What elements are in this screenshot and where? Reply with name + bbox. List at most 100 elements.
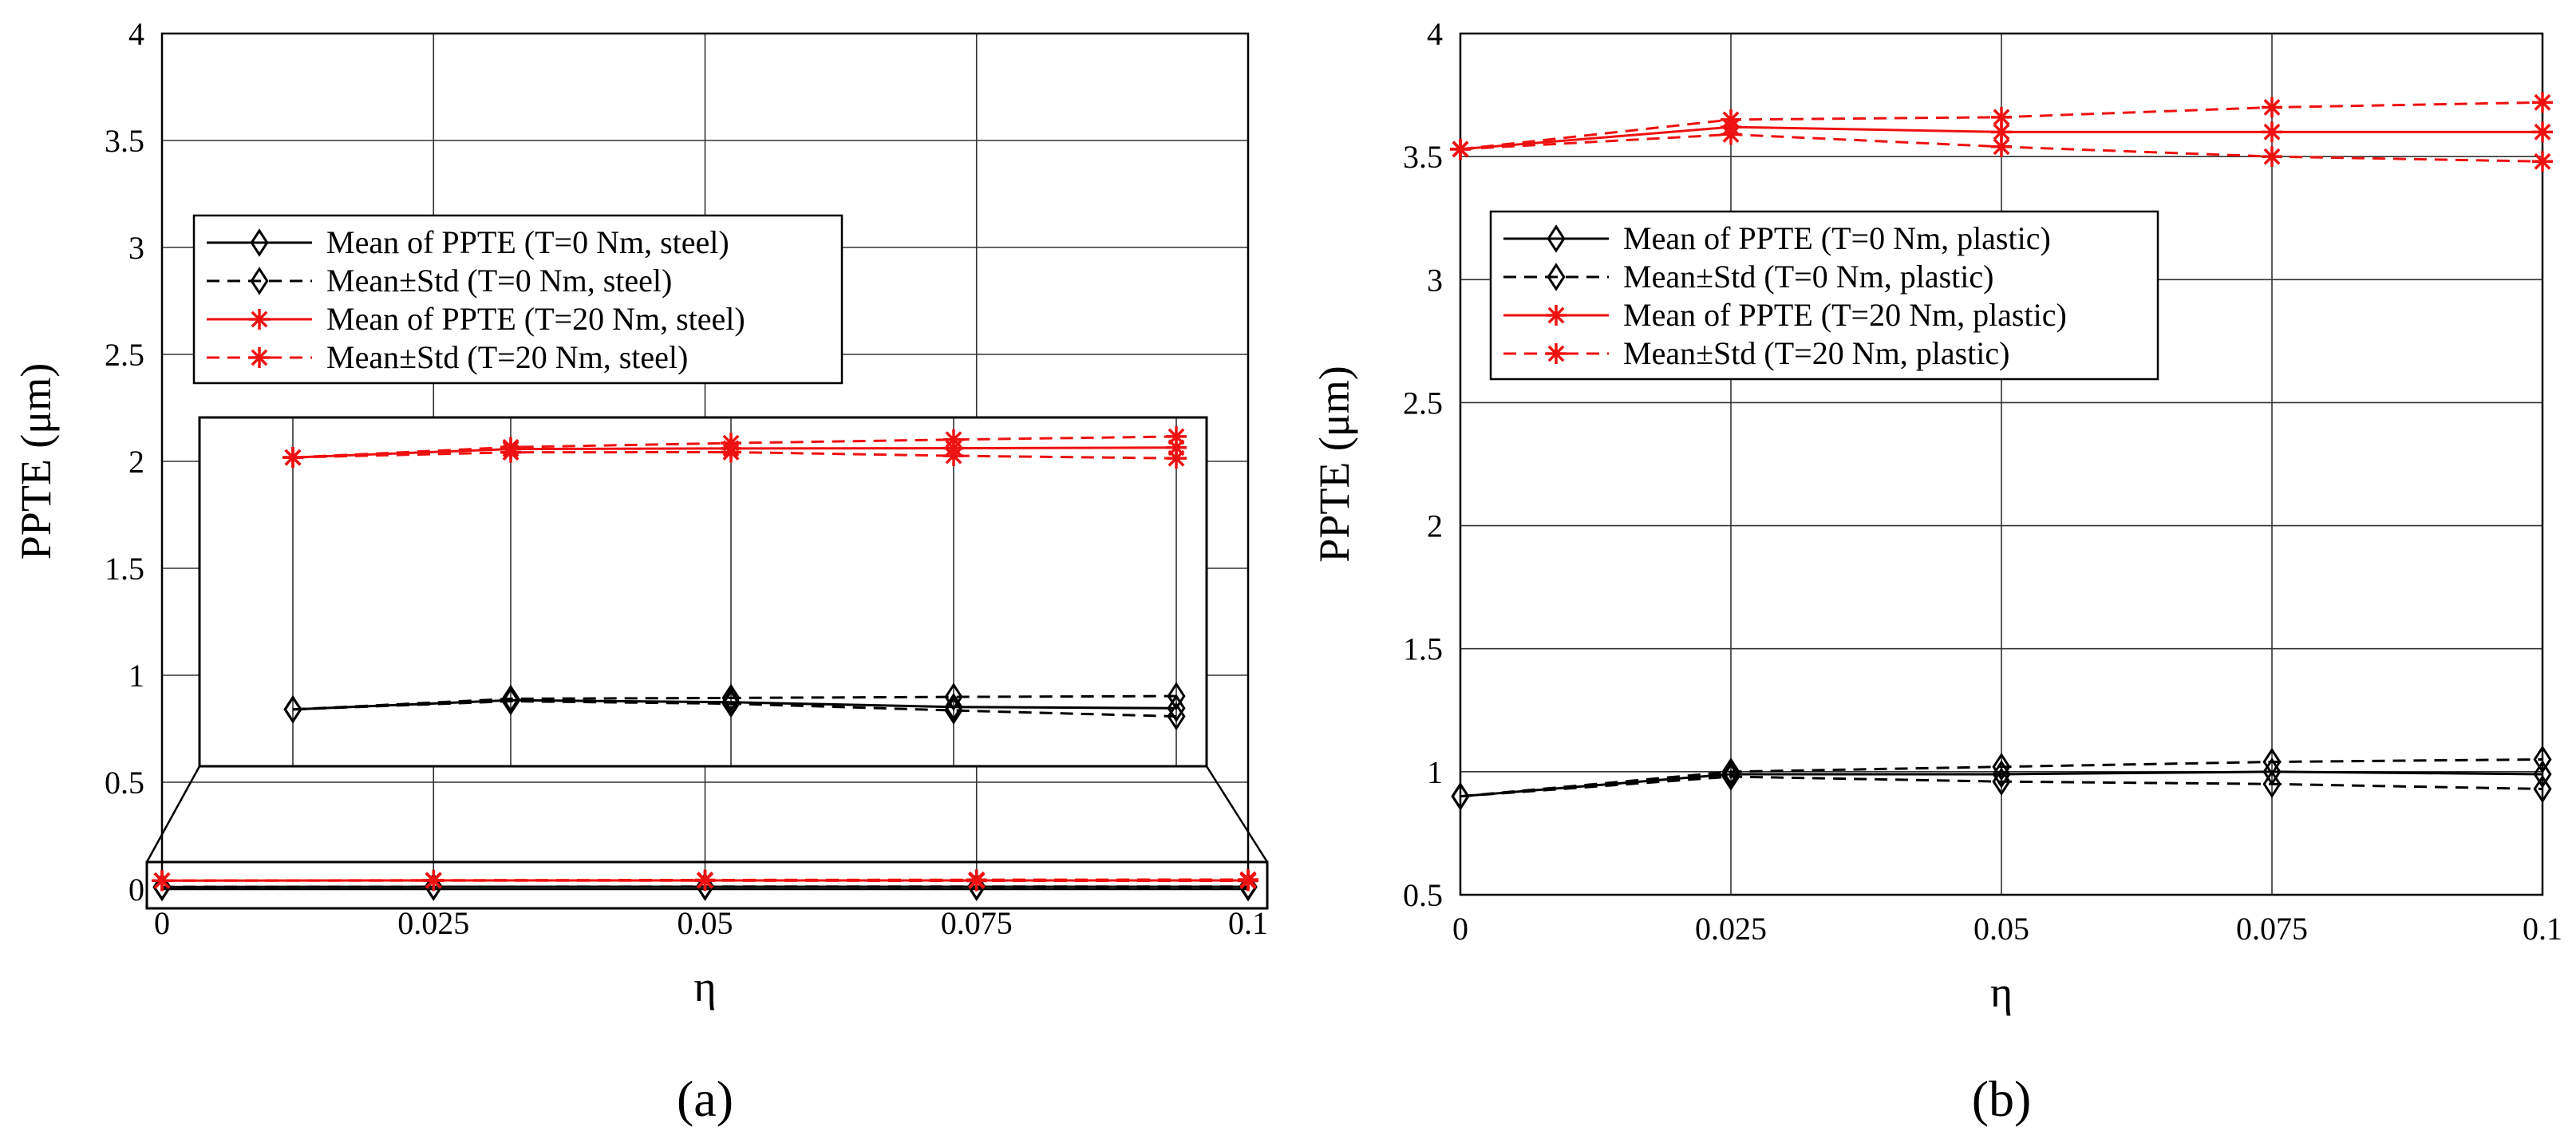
y-tick-label-1: 0.5 (105, 765, 144, 801)
x-tick-label-3: 0.075 (2236, 911, 2308, 947)
inset-red-lower-point-4 (1166, 448, 1187, 469)
panel-a-series-1-lower-point-2 (695, 872, 715, 901)
plot-frame (1459, 32, 2544, 896)
panel-b-series-1-lower-point-1 (1721, 762, 1740, 791)
y-tick-label-0: 0 (128, 872, 144, 908)
y-tick-label-5: 3 (1427, 262, 1443, 298)
legend-label-2: Mean of PPTE (T=20 Nm, plastic) (1623, 297, 2067, 333)
legend-marker-0 (250, 228, 269, 257)
inset-black-mean (283, 686, 1186, 724)
legend-marker-3 (1546, 343, 1567, 364)
y-tick-label-6: 3.5 (1403, 139, 1443, 175)
x-axis-label: η (1990, 968, 2013, 1016)
zoom-connector-right (1205, 765, 1269, 863)
legend-marker-1 (1547, 263, 1566, 291)
y-tick-label-8: 4 (128, 16, 144, 52)
y-tick-label-1: 1 (1427, 754, 1443, 790)
inset-area (200, 417, 1207, 766)
legend-marker-2 (249, 309, 270, 330)
inset-red-mean (282, 437, 1187, 469)
y-axis-label: PPTE (μm) (12, 363, 60, 560)
panel-a-series-3-lower-point-3 (966, 870, 987, 892)
panel-b-series-0-line (1460, 770, 2543, 798)
panel-b-chart: 0 0.025 0.05 0.075 0.1 0.5 1 1.5 2 2.5 3 3.5 4 η PPTE … (1310, 16, 2562, 1127)
panel-b-series-2-point-2 (1991, 121, 2012, 143)
x-axis-label: η (693, 963, 716, 1011)
x-tick-label-1: 0.025 (1695, 911, 1767, 947)
panel-a-series-3 (152, 868, 1258, 892)
x-tick-label-0: 0 (154, 905, 170, 941)
panel-b-series-2-point-4 (2532, 121, 2553, 143)
panel-b-series-1 (1451, 745, 2552, 811)
y-tick-label-7: 4 (1427, 16, 1443, 52)
y-tick-label-5: 2.5 (105, 337, 144, 373)
panel-a-series-3-lower-point-1 (423, 870, 444, 892)
x-tick-label-4: 0.1 (2523, 911, 2562, 947)
y-tick-label-2: 1.5 (1403, 631, 1443, 667)
x-tick-label-3: 0.075 (941, 905, 1013, 941)
panel-b-series-1-point-1 (1721, 757, 1740, 786)
inset-black-mean-point-1 (501, 686, 520, 714)
panel-b-series-1-lower-point-3 (2262, 769, 2282, 799)
panel-a-series-3-lower-point-2 (694, 870, 716, 892)
legend-label-1: Mean±Std (T=0 Nm, plastic) (1623, 259, 1993, 295)
zoom-connector-left (145, 765, 201, 863)
legend-label-1: Mean±Std (T=0 Nm, steel) (326, 263, 672, 299)
panel-b-series-3-lower-point-0 (1450, 138, 1471, 160)
y-tick-label-2: 1 (128, 658, 144, 694)
panel-b-series-3-lower-point-2 (1991, 136, 2012, 157)
y-tick-label-0: 0.5 (1403, 877, 1443, 913)
legend-item-1: Mean±Std (T=0 Nm, steel) (207, 263, 672, 299)
panel-b-series-2-point-3 (2262, 121, 2282, 143)
panel-b-series-3-point-3 (2262, 97, 2282, 118)
x-tick-label-1: 0.025 (397, 905, 469, 941)
y-tick-label-7: 3.5 (105, 123, 144, 159)
x-tick-label-2: 0.05 (1973, 911, 2029, 947)
panel-a-series-3-lower-point-4 (1238, 870, 1258, 892)
legend-item-2: Mean of PPTE (T=20 Nm, steel) (207, 301, 745, 337)
inset-frame (198, 416, 1208, 768)
panel-a-chart: 0 0.025 0.05 0.075 0.1 0 0.5 1 1.5 2 2.5 3 3.5 4 η PPTE… (12, 16, 1269, 1127)
inset-black-mean-point-3 (944, 692, 963, 722)
inset-black-mean-line (292, 698, 1177, 711)
panel-a-series-1-lower-point-1 (424, 872, 443, 901)
x-tick-label-2: 0.05 (678, 905, 733, 941)
inset-black-upper-point-2 (721, 683, 741, 713)
legend-label-0: Mean of PPTE (T=0 Nm, steel) (326, 224, 729, 260)
legend-label-0: Mean of PPTE (T=0 Nm, plastic) (1623, 220, 2051, 256)
panel-b-series-3-point-2 (1991, 106, 2012, 128)
panel-b-series-1-point-2 (1992, 752, 2011, 781)
y-tick-label-3: 1.5 (105, 551, 144, 587)
x-tick-label-0: 0 (1452, 911, 1468, 947)
legend-item-0: Mean of PPTE (T=0 Nm, steel) (207, 224, 729, 260)
inset-black-mean-point-2 (721, 688, 741, 717)
legend: Mean of PPTE (T=0 Nm, steel)Mean±Std (T=… (192, 214, 844, 385)
legend-marker-2 (1546, 305, 1567, 326)
inset-black-upper-point-3 (944, 682, 963, 711)
panel-b-series-3-point-4 (2532, 92, 2553, 113)
legend-item-0: Mean of PPTE (T=0 Nm, plastic) (1503, 220, 2051, 256)
panel-b-series-1-point-4 (2533, 745, 2552, 774)
inset-red-upper-point-4 (1166, 425, 1187, 447)
y-tick-label-3: 2 (1427, 508, 1443, 544)
y-tick-label-4: 2.5 (1403, 385, 1443, 421)
legend-label-2: Mean of PPTE (T=20 Nm, steel) (326, 301, 745, 337)
panel-b-series-3-lower-point-1 (1721, 124, 1741, 145)
panel-b-series-0-point-1 (1721, 760, 1740, 789)
panel-b-series-1-lower-line (1460, 775, 2543, 798)
panel-b-series-1-line (1460, 757, 2543, 798)
panel-b-series-3-lower-point-4 (2532, 151, 2553, 172)
y-tick-label-6: 3 (128, 230, 144, 266)
inset-red-mean-point-1 (500, 438, 521, 460)
legend-label-3: Mean±Std (T=20 Nm, steel) (326, 339, 688, 375)
inset-black-mean-point-4 (1167, 694, 1186, 723)
inset-black-mean-point-0 (283, 695, 302, 724)
y-axis-label: PPTE (μm) (1310, 366, 1358, 562)
legend-marker-1 (250, 267, 269, 295)
legend-item-1: Mean±Std (T=0 Nm, plastic) (1503, 259, 1993, 295)
panel-b-series-1-lower-point-2 (1992, 767, 2011, 796)
inset-red-mean-point-0 (282, 447, 303, 469)
zoom-region (145, 860, 1269, 910)
inset-red-mean-point-3 (943, 437, 964, 459)
